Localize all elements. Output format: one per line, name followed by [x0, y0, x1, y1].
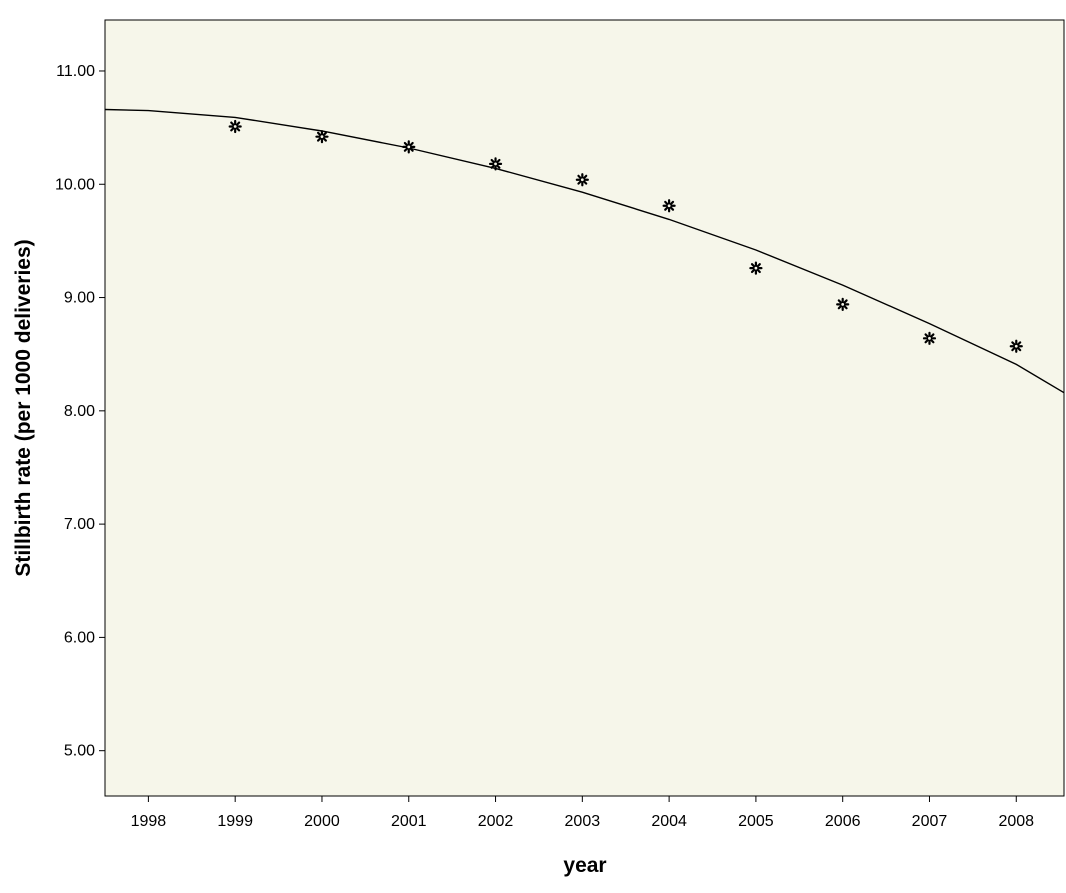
y-tick-label: 6.00: [64, 629, 95, 646]
x-tick-label: 2007: [912, 813, 948, 830]
data-point: [836, 297, 850, 311]
data-point: [922, 331, 937, 345]
axes-layer: 5.00 6.00 7.00 8.00 9.00 10.00 11.00 1998 1999 20…: [55, 63, 1034, 830]
y-tick-label: 11.00: [56, 63, 95, 80]
x-tick-label: 2000: [304, 813, 340, 830]
fit-line: [104, 108, 1065, 394]
x-tick-label: 1999: [217, 813, 253, 830]
y-tick-label: 10.00: [55, 176, 95, 193]
data-point: [575, 173, 589, 187]
x-tick-label: 2004: [651, 813, 687, 830]
y-tick-label: 8.00: [64, 403, 95, 420]
x-tick-label: 2006: [825, 813, 861, 830]
plot-area: [104, 19, 1065, 797]
x-tick-label: 2003: [565, 813, 601, 830]
x-tick-label: 2008: [998, 813, 1034, 830]
data-point: [662, 199, 676, 213]
y-axis-title: Stillbirth rate (per 1000 deliveries): [12, 239, 35, 576]
x-tick-label: 1998: [131, 813, 167, 830]
data-point: [749, 261, 763, 275]
points-layer: [228, 119, 1023, 353]
y-tick-label: 9.00: [64, 290, 95, 307]
data-point: [402, 140, 416, 154]
x-tick-label: 2001: [391, 813, 427, 830]
data-point: [228, 119, 242, 134]
y-tick-label: 5.00: [64, 743, 95, 760]
y-tick-label: 7.00: [64, 516, 95, 533]
x-tick-label: 2002: [478, 813, 514, 830]
x-tick-label: 2005: [738, 813, 774, 830]
x-axis-title: year: [563, 854, 606, 877]
fit-line-layer: [104, 108, 1065, 394]
data-point: [315, 130, 329, 144]
data-point: [1009, 339, 1023, 353]
data-point: [488, 157, 503, 171]
